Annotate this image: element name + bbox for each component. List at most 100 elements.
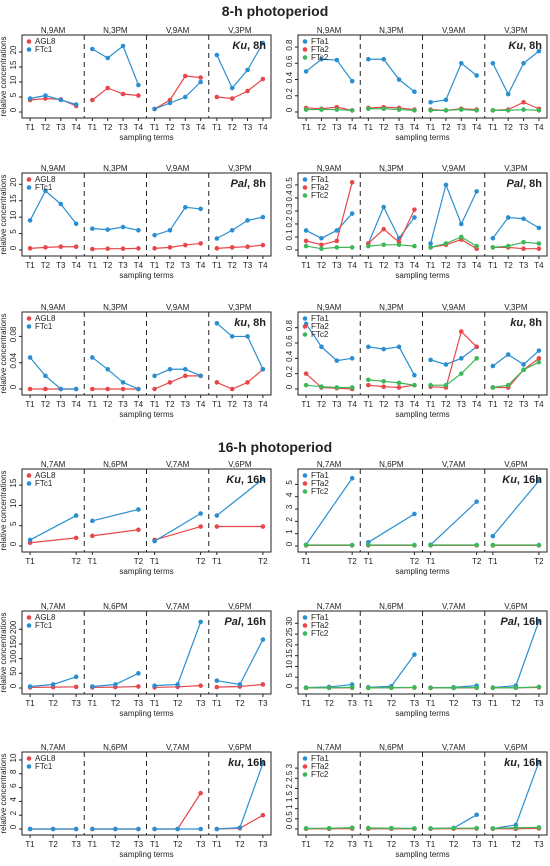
data-point xyxy=(319,236,324,241)
data-point xyxy=(412,652,417,657)
data-point xyxy=(175,827,180,832)
series-line xyxy=(368,514,414,542)
group-label: V,3PM xyxy=(228,26,252,35)
data-point xyxy=(474,356,479,361)
data-point xyxy=(397,345,402,350)
data-point xyxy=(105,387,110,392)
data-point xyxy=(304,69,309,74)
data-point xyxy=(90,387,95,392)
x-tick-label: T2 xyxy=(324,699,334,708)
series-line xyxy=(368,245,414,246)
data-point xyxy=(428,100,433,105)
y-tick-label: 0 xyxy=(9,107,18,112)
series-line xyxy=(493,242,539,247)
y-tick-label: 0.8 xyxy=(285,39,294,51)
x-tick-label: T2 xyxy=(71,557,81,566)
x-tick-label: T2 xyxy=(379,123,389,132)
data-point xyxy=(459,371,464,376)
y-tick-label: 25 xyxy=(285,627,294,636)
y-tick-label: 0.8 xyxy=(285,320,294,332)
y-tick-label: 5 xyxy=(9,229,18,234)
data-point xyxy=(412,89,417,94)
group-label: N,6PM xyxy=(103,602,128,611)
legend-marker xyxy=(303,764,308,769)
series-line xyxy=(217,323,263,369)
x-axis-label: sampling terms xyxy=(395,850,449,859)
data-point xyxy=(198,511,203,516)
data-point xyxy=(491,534,496,539)
y-axis-label: relative concentrations xyxy=(0,470,8,550)
data-point xyxy=(428,383,433,388)
data-point xyxy=(397,77,402,82)
data-point xyxy=(121,246,126,251)
data-point xyxy=(43,374,48,379)
y-tick-label: 0 xyxy=(9,683,18,688)
data-point xyxy=(514,685,519,690)
legend-marker xyxy=(303,316,308,321)
x-tick-label: T1 xyxy=(88,261,98,270)
x-tick-label: T2 xyxy=(41,400,51,409)
data-point xyxy=(412,215,417,220)
y-tick-label: 0 xyxy=(9,384,18,389)
x-tick-label: T2 xyxy=(511,840,521,849)
y-tick-label: 0 xyxy=(9,541,18,546)
data-point xyxy=(474,244,479,249)
data-point xyxy=(261,813,266,818)
panel-label: Pal, 16h xyxy=(224,616,266,628)
x-tick-label: T2 xyxy=(472,557,482,566)
data-point xyxy=(491,385,496,390)
x-axis-label: sampling terms xyxy=(119,133,173,142)
data-point xyxy=(74,685,79,690)
legend-marker xyxy=(27,47,32,52)
x-tick-label: T2 xyxy=(196,557,206,566)
x-tick-label: T1 xyxy=(25,123,35,132)
data-point xyxy=(198,374,203,379)
data-point xyxy=(245,218,250,223)
panel-label: Pal, 16h xyxy=(500,616,542,628)
y-tick-label: 200 xyxy=(9,620,18,634)
x-tick-label: T2 xyxy=(103,400,113,409)
data-point xyxy=(521,100,526,105)
x-tick-label: T2 xyxy=(379,261,389,270)
y-tick-label: 10 xyxy=(285,659,294,668)
series-line xyxy=(493,621,539,687)
y-tick-label: 20 xyxy=(285,638,294,647)
x-tick-label: T2 xyxy=(441,261,451,270)
group-label: V,7AM xyxy=(442,460,466,469)
legend-marker xyxy=(303,481,308,486)
y-tick-label: 4 xyxy=(285,492,294,497)
data-point xyxy=(412,373,417,378)
x-tick-label: T1 xyxy=(150,123,160,132)
x-tick-label: T1 xyxy=(301,261,311,270)
x-tick-label: T3 xyxy=(394,123,404,132)
data-point xyxy=(335,385,340,390)
group-label: V,6PM xyxy=(228,602,252,611)
data-point xyxy=(136,827,141,832)
data-point xyxy=(381,227,386,232)
data-point xyxy=(90,47,95,52)
x-tick-label: T3 xyxy=(196,699,206,708)
data-point xyxy=(451,826,456,831)
legend-marker xyxy=(303,332,308,337)
x-tick-label: T2 xyxy=(317,400,327,409)
data-point xyxy=(366,106,371,111)
data-point xyxy=(491,543,496,548)
group-label: N,7AM xyxy=(317,460,342,469)
data-point xyxy=(335,58,340,63)
x-tick-label: T1 xyxy=(150,699,160,708)
x-tick-label: T1 xyxy=(88,557,98,566)
series-line xyxy=(493,362,539,387)
data-point xyxy=(74,102,79,107)
x-axis-label: sampling terms xyxy=(395,410,449,419)
y-tick-label: 8 xyxy=(9,769,18,774)
x-axis-label: sampling terms xyxy=(119,410,173,419)
y-tick-label: 0 xyxy=(285,107,294,112)
x-tick-label: T2 xyxy=(48,840,58,849)
group-label: V,3PM xyxy=(504,26,528,35)
x-tick-label: T3 xyxy=(347,840,357,849)
data-point xyxy=(215,321,220,326)
data-point xyxy=(136,93,141,98)
